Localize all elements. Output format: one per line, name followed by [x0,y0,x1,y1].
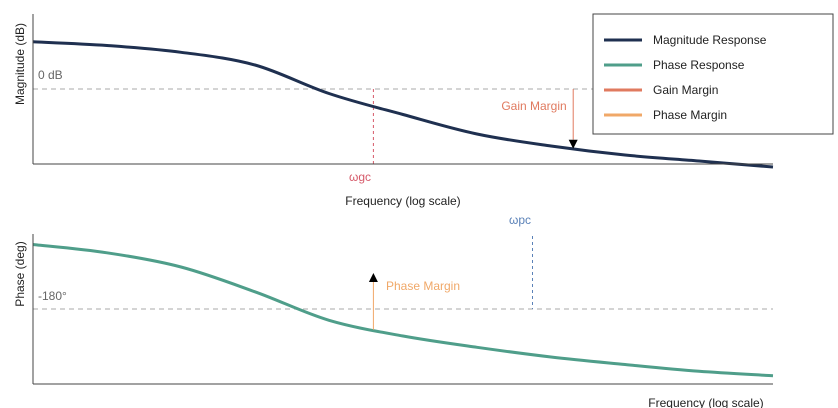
wgc-label: ωgc [349,170,371,184]
phase-response-curve [32,243,774,378]
gain-margin-label: Gain Margin [501,99,566,113]
legend-label: Phase Response [653,58,745,72]
legend: Magnitude Response Phase Response Gain Mar… [592,13,834,135]
magnitude-response-curve [32,40,774,169]
gain-margin-indicator [568,89,578,149]
phase-margin-label: Phase Margin [386,279,460,293]
phase-margin-arrowhead [368,273,378,282]
phase-response-line [32,243,774,378]
phase-x-axis-label: Frequency (log scale) [648,396,763,408]
legend-label: Gain Margin [653,83,718,97]
magnitude-panel: Magnitude (dB) 0 dB ωgc Frequency (log s… [13,14,774,208]
phase-panel: Phase (deg) -180° ωpc Phase Margin Frequ… [13,213,774,408]
zero-db-label: 0 dB [38,68,63,82]
wpc-label: ωpc [509,213,531,227]
gain-margin-arrowhead [568,139,578,149]
legend-items: Magnitude Response Phase Response Gain Mar… [604,33,767,122]
magnitude-x-axis-label: Frequency (log scale) [345,194,460,208]
legend-label: Magnitude Response [653,33,767,47]
magnitude-y-axis-label: Magnitude (dB) [13,23,27,105]
legend-label: Phase Margin [653,108,727,122]
phase-y-axis-label: Phase (deg) [13,241,27,306]
magnitude-response-line [32,40,774,169]
minus-180-label: -180° [38,289,67,303]
phase-margin-indicator [368,273,378,330]
